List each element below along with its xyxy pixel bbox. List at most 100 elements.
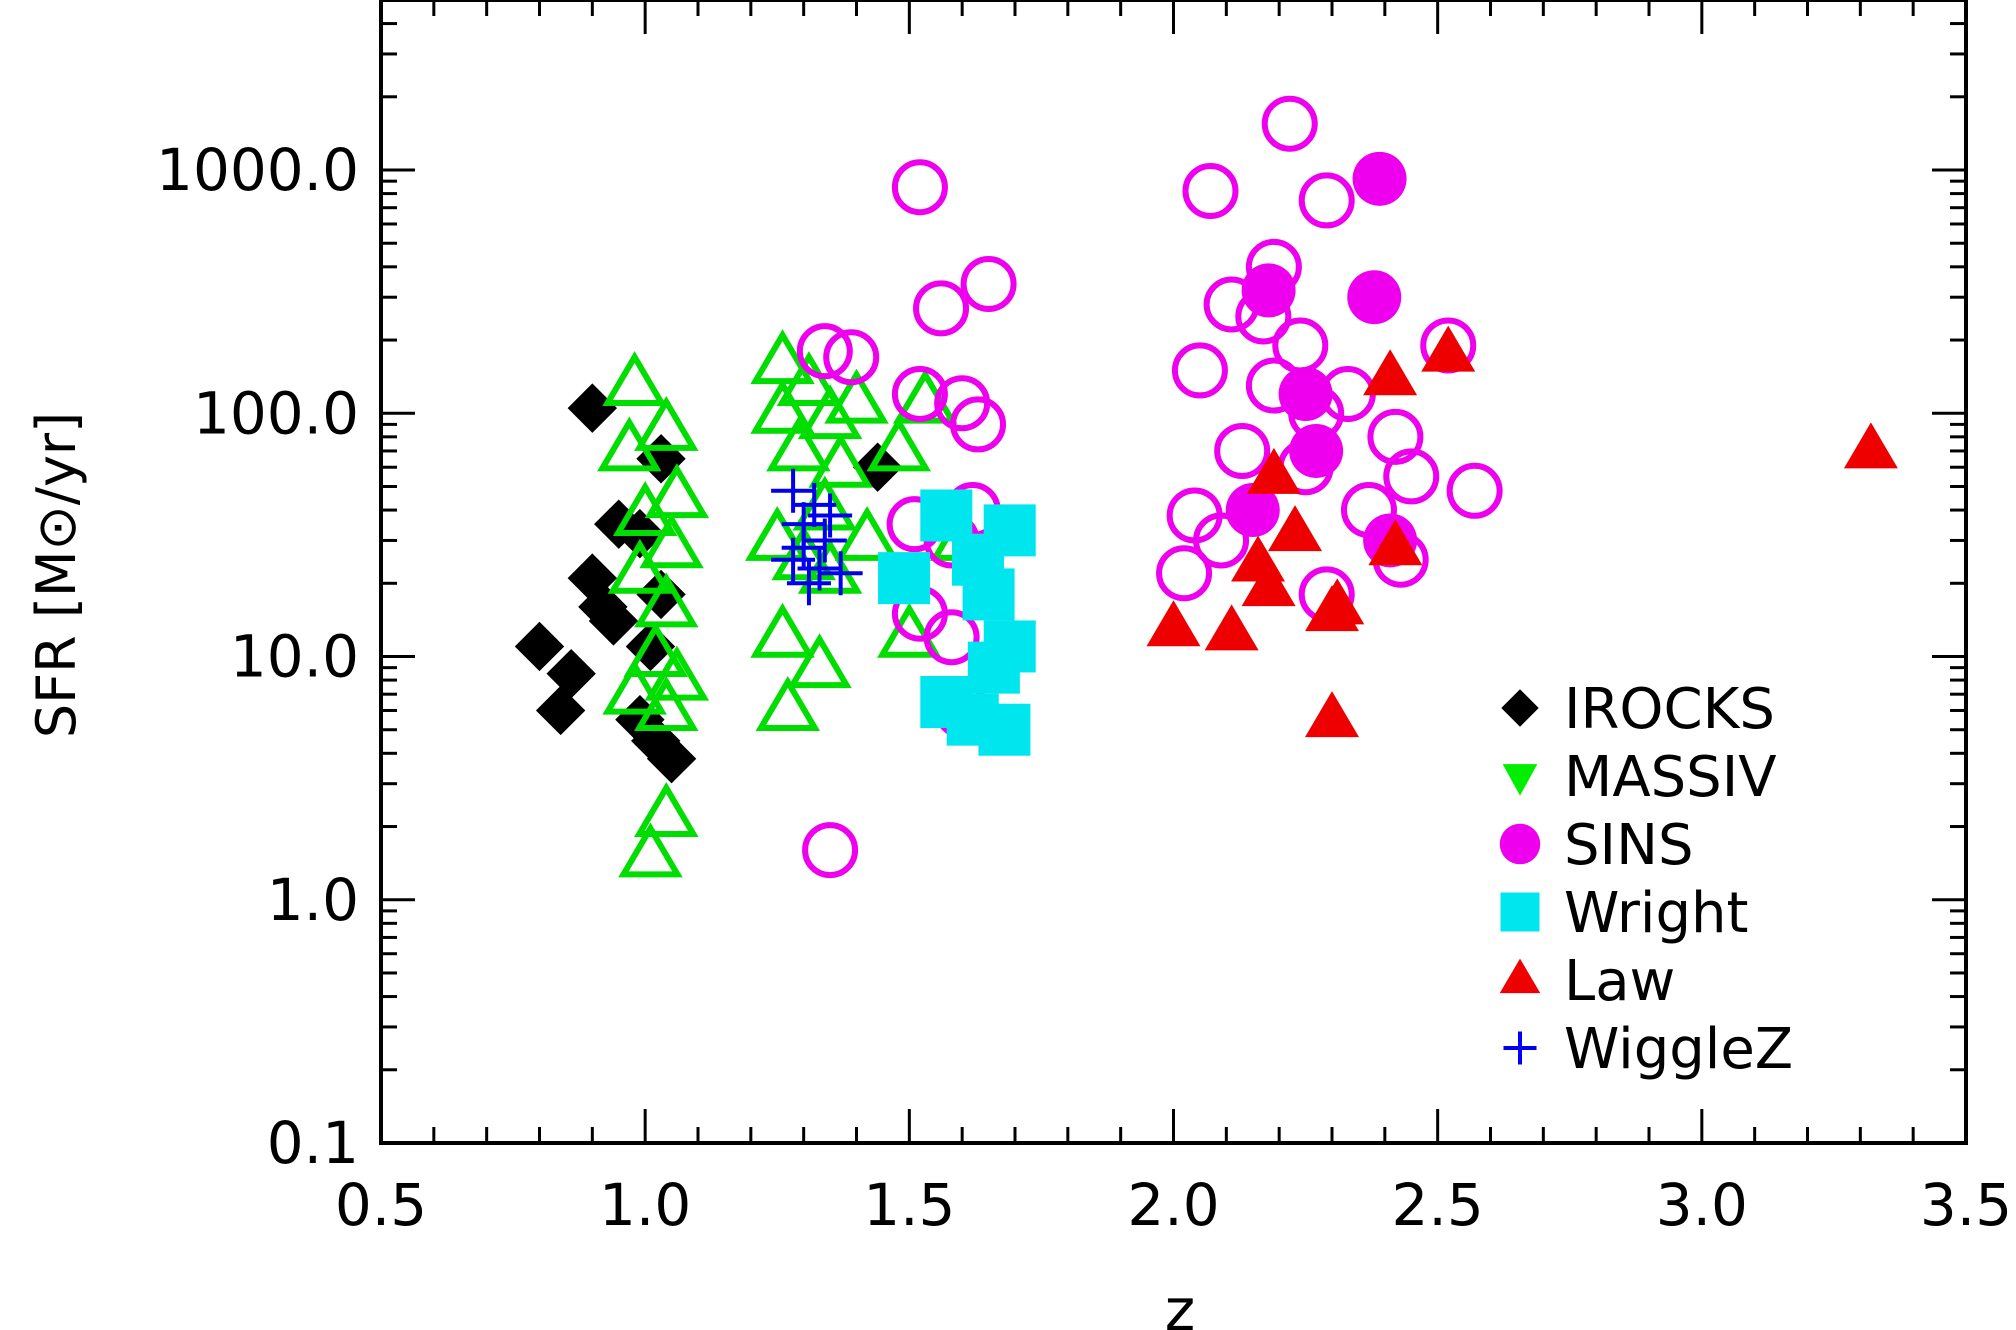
- legend-label: SINS: [1564, 813, 1694, 878]
- data-point: [776, 351, 842, 407]
- data-point: [786, 561, 831, 606]
- legend-marker-sins: [1499, 823, 1541, 865]
- data-point: [891, 366, 948, 423]
- legend-label: Law: [1564, 949, 1675, 1014]
- data-point: [1182, 162, 1239, 219]
- data-point: [781, 525, 826, 570]
- data-point: [771, 537, 816, 582]
- data-point: [602, 351, 667, 407]
- data-point: [1214, 422, 1271, 479]
- data-point: [1261, 95, 1318, 152]
- data-point: [923, 609, 980, 666]
- data-point: [891, 159, 948, 216]
- tick-labels: 0.5 1.0 1.5 2.0 2.5 3.0 3.5 0.1 1.0 10.0 100.0 1000…: [156, 136, 2012, 1239]
- data-point: [1347, 270, 1402, 325]
- x-tick-label: 1.0: [599, 1171, 691, 1239]
- y-tick-label: 0.1: [267, 1109, 359, 1177]
- data-points: [514, 95, 1898, 879]
- data-point: [1383, 448, 1440, 505]
- axis-ticks: [379, 0, 1968, 1145]
- data-point: [1843, 422, 1898, 469]
- data-point: [612, 481, 678, 536]
- data-point: [978, 703, 1031, 756]
- data-point: [766, 416, 831, 472]
- data-point: [623, 622, 688, 677]
- data-point: [602, 659, 667, 715]
- data-point: [834, 506, 900, 561]
- data-point: [1171, 342, 1228, 399]
- data-point: [745, 506, 810, 561]
- data-point: [983, 504, 1036, 557]
- series-wigglez: [771, 468, 863, 606]
- legend-label: IROCKS: [1564, 677, 1775, 742]
- data-point: [1241, 560, 1296, 607]
- data-point: [771, 525, 836, 581]
- x-tick-label: 3.0: [1656, 1171, 1748, 1239]
- data-point: [646, 734, 697, 784]
- data-point: [1289, 423, 1344, 478]
- legend-entry: Law: [1499, 949, 1675, 1014]
- y-axis-label: SFR [M⊙/yr]: [25, 412, 88, 738]
- x-tick-label: 1.5: [863, 1171, 955, 1239]
- data-point: [1421, 325, 1476, 372]
- y-axis-label-group: SFR [M⊙/yr]: [25, 412, 88, 738]
- data-point: [950, 396, 1007, 453]
- data-point: [1446, 462, 1503, 519]
- data-point: [802, 822, 859, 879]
- data-point: [1278, 367, 1333, 422]
- x-tick-label: 2.0: [1127, 1171, 1219, 1239]
- data-point: [1352, 151, 1407, 206]
- data-point: [634, 782, 699, 837]
- legend-marker-wigglez: [1503, 1031, 1537, 1065]
- data-point: [597, 416, 662, 472]
- legend-entry: WiggleZ: [1503, 1017, 1793, 1082]
- data-point: [808, 432, 873, 488]
- data-point: [1298, 172, 1355, 229]
- y-tick-label: 10.0: [230, 623, 359, 691]
- data-point: [802, 518, 847, 563]
- series-wright: [878, 489, 1036, 756]
- data-point: [1225, 483, 1280, 538]
- data-point: [824, 368, 889, 424]
- x-tick-label: 3.5: [1920, 1171, 2012, 1239]
- data-point: [1368, 519, 1423, 566]
- data-point: [634, 676, 699, 731]
- legend-entry: SINS: [1499, 813, 1694, 878]
- data-point: [877, 602, 942, 658]
- legend-label: Wright: [1564, 881, 1748, 946]
- data-point: [1305, 691, 1359, 738]
- data-point: [878, 552, 931, 605]
- data-point: [967, 641, 1020, 694]
- data-point: [1268, 505, 1323, 552]
- data-point: [818, 551, 863, 596]
- data-point: [808, 493, 853, 538]
- x-tick-label: 0.5: [335, 1171, 427, 1239]
- legend-entry: Wright: [1500, 881, 1748, 946]
- x-axis-label: z: [1165, 1276, 1195, 1330]
- legend-entry: MASSIV: [1502, 745, 1777, 810]
- x-tick-label: 2.5: [1392, 1171, 1484, 1239]
- legend-label: MASSIV: [1564, 745, 1777, 810]
- data-point: [796, 323, 853, 380]
- data-point: [866, 416, 932, 472]
- y-tick-label: 100.0: [193, 379, 359, 447]
- legend-marker-law: [1499, 958, 1541, 994]
- data-point: [634, 395, 699, 451]
- data-point: [1246, 447, 1301, 494]
- data-point: [514, 621, 565, 672]
- legend-label: WiggleZ: [1564, 1017, 1793, 1082]
- data-point: [1363, 349, 1418, 396]
- legend-entry: IROCKS: [1501, 677, 1775, 742]
- legend-marker-massiv: [1502, 764, 1538, 796]
- y-tick-label: 1.0: [267, 866, 359, 934]
- data-point: [644, 463, 710, 519]
- data-point: [639, 513, 704, 569]
- data-point: [755, 676, 821, 731]
- data-point: [546, 648, 596, 699]
- data-point: [913, 280, 970, 337]
- data-point: [750, 602, 815, 658]
- data-point: [750, 378, 815, 434]
- data-point: [618, 822, 683, 878]
